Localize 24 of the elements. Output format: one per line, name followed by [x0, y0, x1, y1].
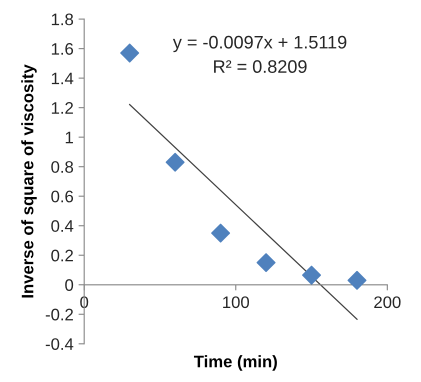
- y-tick-label: -0.2: [46, 308, 73, 320]
- y-axis-title: Inverse of square of viscosity: [21, 64, 37, 298]
- y-tick-label: 1.8: [52, 14, 74, 26]
- point: [120, 44, 140, 63]
- annotation: y = -0.0097x + 1.5119: [172, 36, 346, 52]
- y-tick-label: 0.2: [51, 250, 73, 262]
- x-axis-title: Time (min): [194, 355, 277, 371]
- y-tick-label: 0: [65, 279, 74, 291]
- y-tick-label: 0.6: [51, 190, 74, 202]
- point: [256, 253, 276, 272]
- y-tick-label: 0.8: [51, 161, 74, 173]
- annotation: R² = 0.8209: [214, 60, 307, 73]
- point: [166, 152, 185, 172]
- point: [302, 266, 322, 285]
- x-tick-label: 200: [374, 296, 401, 308]
- point: [211, 224, 230, 243]
- point: [348, 270, 366, 290]
- y-tick-label: 1.4: [52, 72, 74, 84]
- x-tick-label: 100: [223, 296, 250, 308]
- y-tick-label: 1.2: [52, 102, 73, 114]
- y-tick-label: 1.6: [52, 43, 74, 55]
- y-tick-label: 1: [66, 132, 73, 144]
- y-tick-label: 0.4: [51, 220, 74, 232]
- y-tick-label: -0.4: [46, 338, 74, 350]
